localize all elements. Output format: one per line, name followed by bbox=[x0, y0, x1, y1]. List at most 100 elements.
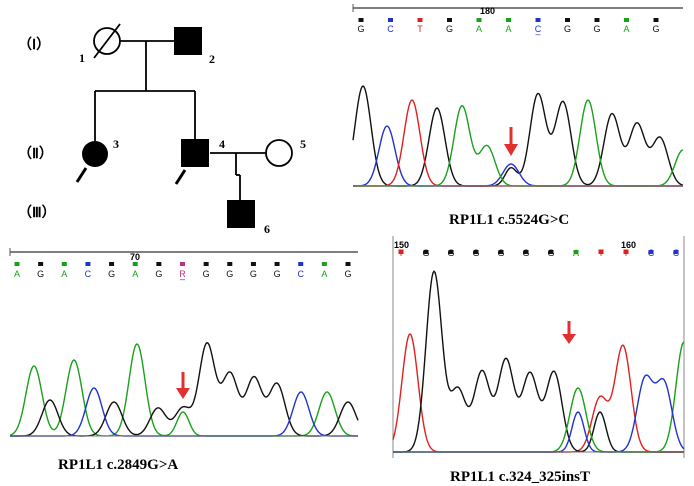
base-call: A bbox=[61, 269, 67, 279]
base-call: C bbox=[387, 24, 394, 34]
trace-line bbox=[10, 341, 359, 437]
base-marker bbox=[298, 262, 304, 266]
panel-3-insertion-arrow bbox=[562, 321, 576, 344]
base-call: G bbox=[422, 248, 429, 258]
individual-4: 4 bbox=[174, 137, 225, 185]
base-call: G bbox=[446, 24, 453, 34]
base-marker bbox=[523, 250, 529, 254]
base-marker bbox=[476, 18, 482, 22]
base-call: G bbox=[344, 269, 351, 279]
base-call: G bbox=[522, 248, 529, 258]
base-marker bbox=[109, 262, 115, 266]
base-marker bbox=[653, 18, 659, 22]
base-call: G bbox=[447, 248, 454, 258]
base-marker bbox=[598, 250, 604, 254]
base-marker bbox=[227, 262, 233, 266]
base-marker bbox=[38, 262, 44, 266]
base-call: T bbox=[417, 24, 423, 34]
panel-3-position-label-right: 160 bbox=[621, 240, 636, 250]
base-call: G bbox=[357, 24, 364, 34]
base-call: G bbox=[652, 24, 659, 34]
base-marker bbox=[594, 18, 600, 22]
base-call: C bbox=[673, 248, 680, 258]
base-marker bbox=[648, 250, 654, 254]
panel-2-caption: RP1L1 c.2849G>A bbox=[58, 457, 178, 473]
base-call: A bbox=[132, 269, 138, 279]
base-call: C bbox=[648, 248, 655, 258]
proband-arrow-4 bbox=[174, 169, 187, 185]
base-call: C bbox=[85, 269, 92, 279]
panel-1-caption: RP1L1 c.5524G>C bbox=[449, 212, 569, 228]
individual-6-label: 6 bbox=[264, 222, 270, 236]
base-marker bbox=[14, 262, 20, 266]
base-call: A bbox=[623, 24, 629, 34]
base-marker bbox=[548, 250, 554, 254]
panel-3-caption: RP1L1 c.324_325insT bbox=[450, 469, 590, 485]
individual-6: 6 bbox=[227, 200, 270, 236]
base-call: T bbox=[598, 248, 604, 258]
base-marker bbox=[573, 250, 579, 254]
base-marker bbox=[345, 262, 351, 266]
individual-4-label: 4 bbox=[219, 137, 225, 151]
base-marker bbox=[321, 262, 327, 266]
base-call: A bbox=[573, 248, 579, 258]
panel-2-position-label: 70 bbox=[130, 252, 140, 262]
base-marker bbox=[85, 262, 91, 266]
base-marker bbox=[398, 250, 404, 254]
base-call: G bbox=[593, 24, 600, 34]
base-marker bbox=[274, 262, 280, 266]
base-marker bbox=[447, 18, 452, 22]
chromatogram-panel-1: 180 G C T G A A C– G G A G RP1L1 c.5524G>C bbox=[352, 4, 684, 228]
panel-2-base-calls: A G A C G A G R– G G G G C A G bbox=[14, 262, 352, 284]
base-marker bbox=[624, 18, 629, 22]
base-marker bbox=[506, 18, 511, 22]
base-marker bbox=[623, 250, 629, 254]
base-call: C bbox=[535, 24, 542, 34]
trace-line bbox=[393, 270, 684, 453]
base-marker bbox=[203, 262, 209, 266]
base-marker bbox=[565, 18, 570, 22]
base-call: A bbox=[505, 24, 511, 34]
base-marker bbox=[473, 250, 479, 254]
base-call: A bbox=[321, 269, 327, 279]
base-marker bbox=[498, 250, 504, 254]
base-call: G bbox=[37, 269, 44, 279]
base-marker bbox=[250, 262, 256, 266]
base-call-secondary: – bbox=[535, 29, 540, 39]
individual-2-label: 2 bbox=[209, 52, 215, 66]
base-marker bbox=[448, 250, 454, 254]
base-marker bbox=[417, 18, 423, 22]
base-call: R bbox=[179, 269, 186, 279]
base-call: G bbox=[547, 248, 554, 258]
panel-1-mutation-arrow bbox=[504, 127, 518, 156]
base-marker bbox=[423, 250, 429, 254]
chromatogram-panel-3: 150 160 T G G G G G G A T T C C RP1L1 c.324_325insT bbox=[392, 236, 685, 485]
individual-1-label: 1 bbox=[79, 51, 85, 65]
panel-3-position-label-left: 150 bbox=[394, 240, 409, 250]
base-marker bbox=[358, 18, 364, 22]
base-call: G bbox=[472, 248, 479, 258]
base-marker bbox=[180, 262, 185, 266]
generation-label-2: （Ⅱ） bbox=[18, 146, 53, 162]
panel-1-trace bbox=[352, 85, 684, 187]
base-call: G bbox=[203, 269, 210, 279]
base-call: G bbox=[497, 248, 504, 258]
base-marker bbox=[673, 250, 679, 254]
pedigree-lines bbox=[94, 40, 266, 200]
individual-3: 3 bbox=[75, 137, 119, 183]
base-call: G bbox=[274, 269, 281, 279]
generation-label-3: （Ⅲ） bbox=[18, 205, 56, 221]
base-marker bbox=[132, 262, 138, 266]
base-marker bbox=[61, 262, 67, 266]
base-call: A bbox=[14, 269, 20, 279]
individual-5-label: 5 bbox=[300, 137, 306, 151]
generation-label-1: （Ⅰ） bbox=[18, 37, 50, 53]
base-marker bbox=[535, 18, 541, 22]
base-call-secondary: – bbox=[180, 274, 185, 284]
base-call: G bbox=[250, 269, 257, 279]
panel-2-mutation-arrow bbox=[176, 372, 190, 399]
panel-3-trace bbox=[392, 270, 685, 453]
trace-line bbox=[353, 125, 683, 187]
